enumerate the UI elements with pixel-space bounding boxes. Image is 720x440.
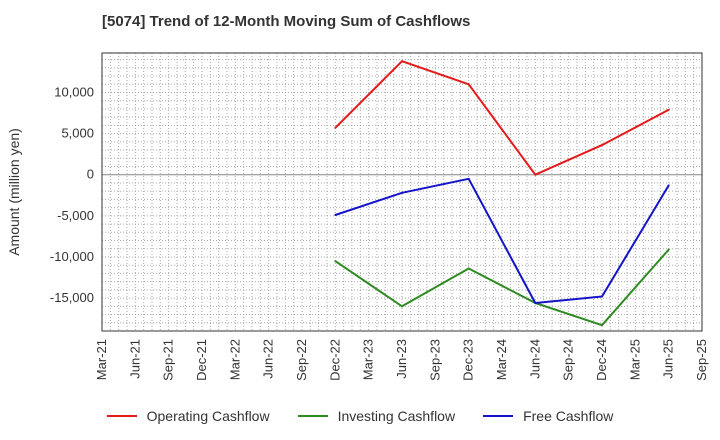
legend-label: Operating Cashflow — [146, 408, 270, 424]
data-point — [467, 177, 470, 180]
legend: Operating Cashflow Investing Cashflow Free… — [0, 404, 720, 428]
data-point — [334, 260, 337, 263]
data-point — [401, 191, 403, 194]
legend-item: Investing Cashflow — [297, 404, 456, 428]
data-point — [334, 126, 337, 129]
series-line-operating-cashflow — [334, 60, 670, 176]
x-tick-label: Mar-24 — [494, 339, 509, 380]
x-tick-label: Sep-22 — [294, 339, 309, 381]
data-point — [467, 83, 470, 86]
series-line-investing-cashflow — [334, 248, 670, 327]
x-tick-label: Sep-24 — [561, 339, 576, 381]
x-tick-label: Sep-23 — [427, 339, 442, 381]
x-tick-label: Dec-24 — [594, 339, 609, 381]
series-line-free-cashflow — [334, 177, 670, 304]
x-tick-label: Mar-22 — [227, 339, 242, 380]
x-tick-label: Dec-22 — [327, 339, 342, 381]
x-tick-label: Mar-23 — [361, 339, 376, 380]
data-point — [667, 248, 670, 251]
data-point — [401, 305, 403, 308]
legend-item: Operating Cashflow — [106, 404, 270, 428]
legend-label: Investing Cashflow — [337, 408, 456, 424]
x-tick-label: Mar-25 — [627, 339, 642, 380]
data-point — [334, 214, 337, 217]
y-tick-label: 5,000 — [61, 126, 94, 141]
x-tick-label: Jun-25 — [661, 339, 676, 379]
y-tick-label: -10,000 — [50, 249, 94, 264]
data-point — [467, 267, 470, 270]
y-axis-label: Amount (million yen) — [6, 128, 22, 256]
data-point — [667, 108, 670, 111]
x-tick-label: Jun-21 — [127, 339, 142, 379]
y-tick-label: 10,000 — [54, 84, 94, 99]
chart-title: [5074] Trend of 12-Month Moving Sum of C… — [102, 13, 471, 30]
x-tick-label: Jun-24 — [527, 339, 542, 379]
x-tick-label: Jun-23 — [394, 339, 409, 379]
data-point — [667, 184, 670, 187]
data-point — [601, 144, 603, 147]
x-tick-label: Jun-22 — [261, 339, 276, 379]
legend-swatch — [106, 415, 137, 417]
y-tick-label: -15,000 — [50, 290, 94, 305]
x-tick-label: Sep-25 — [694, 339, 709, 381]
legend-swatch — [483, 415, 514, 417]
data-point — [534, 173, 537, 176]
data-point — [534, 302, 537, 305]
x-tick-label: Mar-21 — [94, 339, 109, 380]
x-tick-label: Sep-21 — [161, 339, 176, 381]
x-tick-label: Dec-23 — [461, 339, 476, 381]
legend-item: Free Cashflow — [483, 404, 613, 428]
data-point — [601, 324, 603, 327]
y-tick-label: -5,000 — [57, 208, 94, 223]
legend-label: Free Cashflow — [523, 408, 614, 424]
x-tick-label: Dec-21 — [194, 339, 209, 381]
plot-frame — [101, 52, 703, 332]
y-tick-label: 0 — [87, 167, 94, 182]
data-point — [401, 60, 403, 63]
legend-swatch — [297, 415, 328, 417]
data-point — [601, 295, 603, 298]
